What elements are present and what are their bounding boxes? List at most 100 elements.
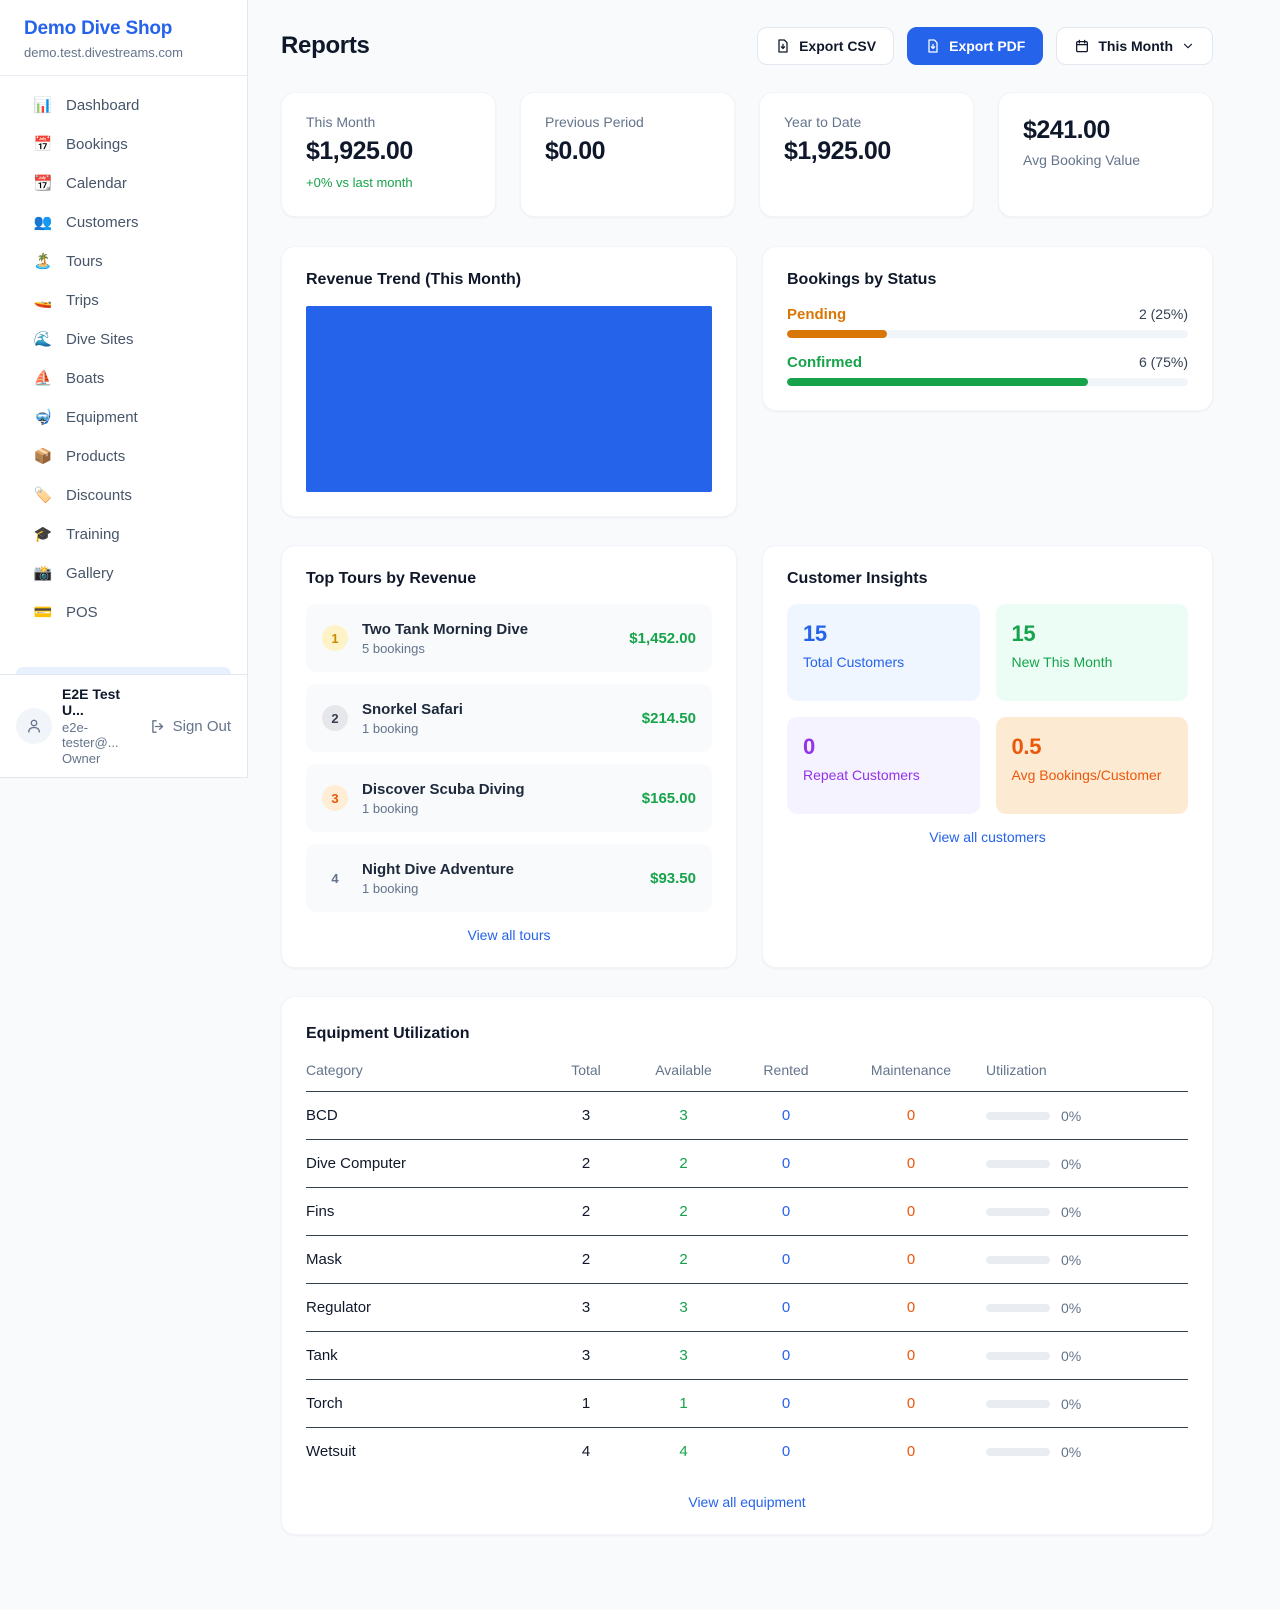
insight-label: Avg Bookings/Customer bbox=[1011, 767, 1162, 783]
equipment-table-header: Category Total Available Rented Maintena… bbox=[306, 1062, 1188, 1092]
sidebar-item[interactable]: 🏷️ Discounts bbox=[16, 476, 231, 515]
insight-grid: 15 Total Customers 15 New This Month 0 R… bbox=[787, 604, 1188, 814]
stat-value: $1,925.00 bbox=[784, 137, 891, 165]
utilization-bar bbox=[986, 1207, 1050, 1216]
utilization-percent: 0% bbox=[1061, 1251, 1082, 1268]
customer-insights-card: Customer Insights 15 Total Customers 15 … bbox=[762, 545, 1213, 968]
sidebar-item[interactable]: 🌊 Dive Sites bbox=[16, 320, 231, 359]
revenue-trend-card: Revenue Trend (This Month) bbox=[281, 246, 737, 517]
tour-bookings: 5 bookings bbox=[362, 640, 425, 656]
view-all-equipment-link[interactable]: View all equipment bbox=[688, 1494, 806, 1510]
status-progress-fill bbox=[787, 378, 1088, 386]
sidebar-item-label: Products bbox=[66, 448, 126, 465]
utilization-bar bbox=[986, 1111, 1050, 1120]
insight-cell: 0 Repeat Customers bbox=[787, 717, 980, 814]
sidebar-item-icon: 👥 bbox=[33, 214, 53, 231]
stat-card-this-month: This Month $1,925.00 +0% vs last month bbox=[281, 92, 496, 217]
bookings-by-status-title: Bookings by Status bbox=[787, 271, 937, 288]
cell-total: 3 bbox=[541, 1283, 631, 1332]
view-all-customers-link[interactable]: View all customers bbox=[929, 829, 1046, 845]
page-title: Reports bbox=[281, 32, 370, 59]
rank-badge: 4 bbox=[331, 870, 339, 886]
cell-rented: 0 bbox=[736, 1139, 836, 1188]
cell-rented: 0 bbox=[736, 1187, 836, 1236]
cell-maintenance: 0 bbox=[836, 1187, 986, 1236]
rank-badge: 2 bbox=[322, 705, 348, 731]
cell-utilization: 0% bbox=[986, 1379, 1188, 1428]
cell-maintenance: 0 bbox=[836, 1379, 986, 1428]
rank-badge: 3 bbox=[322, 785, 348, 811]
cell-available: 3 bbox=[631, 1331, 736, 1380]
export-pdf-button[interactable]: Export PDF bbox=[907, 27, 1044, 65]
sidebar-item[interactable]: 📸 Gallery bbox=[16, 554, 231, 593]
sidebar-item[interactable]: 📦 Products bbox=[16, 437, 231, 476]
column-header-category: Category bbox=[306, 1062, 541, 1092]
sidebar-item-icon: 📆 bbox=[33, 175, 53, 192]
sidebar-item[interactable]: 🏝️ Tours bbox=[16, 242, 231, 281]
cell-available: 2 bbox=[631, 1187, 736, 1236]
cell-total: 2 bbox=[541, 1139, 631, 1188]
cell-rented: 0 bbox=[736, 1331, 836, 1380]
sidebar-item[interactable]: 🚤 Trips bbox=[16, 281, 231, 320]
sidebar-item[interactable]: ⛵ Boats bbox=[16, 359, 231, 398]
status-count: 6 (75%) bbox=[1138, 354, 1188, 370]
sidebar-item[interactable]: 🎓 Training bbox=[16, 515, 231, 554]
sidebar-item[interactable]: 📅 Bookings bbox=[16, 125, 231, 164]
table-row: Regulator 3 3 0 0 0% bbox=[306, 1283, 1188, 1332]
sidebar-item-reports-partial[interactable] bbox=[16, 667, 231, 674]
lists-row: Top Tours by Revenue 1 Two Tank Morning … bbox=[281, 545, 1213, 968]
sidebar-item[interactable]: 👥 Customers bbox=[16, 203, 231, 242]
cell-total: 3 bbox=[541, 1091, 631, 1140]
tour-row: 4 Night Dive Adventure 1 booking $93.50 bbox=[306, 844, 712, 912]
top-tours-title: Top Tours by Revenue bbox=[306, 570, 477, 587]
cell-maintenance: 0 bbox=[836, 1235, 986, 1284]
cell-available: 3 bbox=[631, 1091, 736, 1140]
brand-title: Demo Dive Shop bbox=[24, 18, 173, 39]
rank-badge: 1 bbox=[322, 625, 348, 651]
period-dropdown[interactable]: This Month bbox=[1056, 27, 1213, 65]
column-header-rented: Rented bbox=[736, 1062, 836, 1092]
sidebar-item[interactable]: 📊 Dashboard bbox=[16, 86, 231, 125]
cell-available: 3 bbox=[631, 1283, 736, 1332]
cell-available: 2 bbox=[631, 1235, 736, 1284]
sidebar-item[interactable]: 💳 POS bbox=[16, 593, 231, 632]
cell-total: 4 bbox=[581, 1443, 591, 1460]
equipment-utilization-card: Equipment Utilization Category Total Ava… bbox=[281, 996, 1213, 1535]
tour-amount: $165.00 bbox=[641, 789, 696, 807]
tour-list: 1 Two Tank Morning Dive 5 bookings $1,45… bbox=[306, 604, 712, 912]
sidebar-item-icon: 📅 bbox=[33, 136, 53, 153]
tour-amount: $1,452.00 bbox=[629, 629, 696, 647]
brand-block: Demo Dive Shop demo.test.divestreams.com bbox=[0, 0, 247, 76]
cell-maintenance: 0 bbox=[836, 1091, 986, 1140]
cell-utilization: 0% bbox=[986, 1187, 1188, 1236]
stats-row: This Month $1,925.00 +0% vs last month P… bbox=[281, 92, 1213, 217]
cell-rented: 0 bbox=[736, 1379, 836, 1428]
view-all-tours-link[interactable]: View all tours bbox=[467, 927, 551, 943]
stat-value: $1,925.00 bbox=[306, 137, 413, 165]
cell-utilization: 0% bbox=[986, 1091, 1188, 1140]
avatar bbox=[16, 708, 52, 744]
user-info: E2E Test U... e2e-tester@... Owner bbox=[62, 686, 139, 766]
sidebar-nav: 📊 Dashboard 📅 Bookings 📆 Calendar 👥 Cust… bbox=[0, 76, 247, 667]
sidebar-item-icon: 🏷️ bbox=[33, 487, 53, 504]
brand-domain: demo.test.divestreams.com bbox=[24, 45, 183, 60]
export-csv-button[interactable]: Export CSV bbox=[757, 27, 895, 65]
utilization-percent: 0% bbox=[1061, 1299, 1082, 1316]
column-header-maintenance: Maintenance bbox=[836, 1062, 986, 1092]
stat-label: Avg Booking Value bbox=[1023, 152, 1141, 168]
bookings-by-status-card: Bookings by Status Pending 2 (25%) bbox=[762, 246, 1213, 411]
stat-value: $0.00 bbox=[545, 137, 606, 165]
column-header-total: Total bbox=[541, 1062, 631, 1092]
cell-utilization: 0% bbox=[986, 1139, 1188, 1188]
sidebar-item-label: Equipment bbox=[66, 409, 138, 426]
tour-amount: $214.50 bbox=[641, 709, 696, 727]
table-row: Tank 3 3 0 0 0% bbox=[306, 1331, 1188, 1380]
cell-utilization: 0% bbox=[986, 1428, 1188, 1476]
sidebar-item[interactable]: 🤿 Equipment bbox=[16, 398, 231, 437]
sign-out-button[interactable]: Sign Out bbox=[149, 718, 231, 735]
tour-name: Night Dive Adventure bbox=[362, 860, 514, 878]
sidebar-item[interactable]: 📆 Calendar bbox=[16, 164, 231, 203]
sidebar-item-label: Dive Sites bbox=[66, 331, 134, 348]
sidebar-item-label: Discounts bbox=[66, 487, 132, 504]
cell-category: Tank bbox=[306, 1331, 541, 1380]
